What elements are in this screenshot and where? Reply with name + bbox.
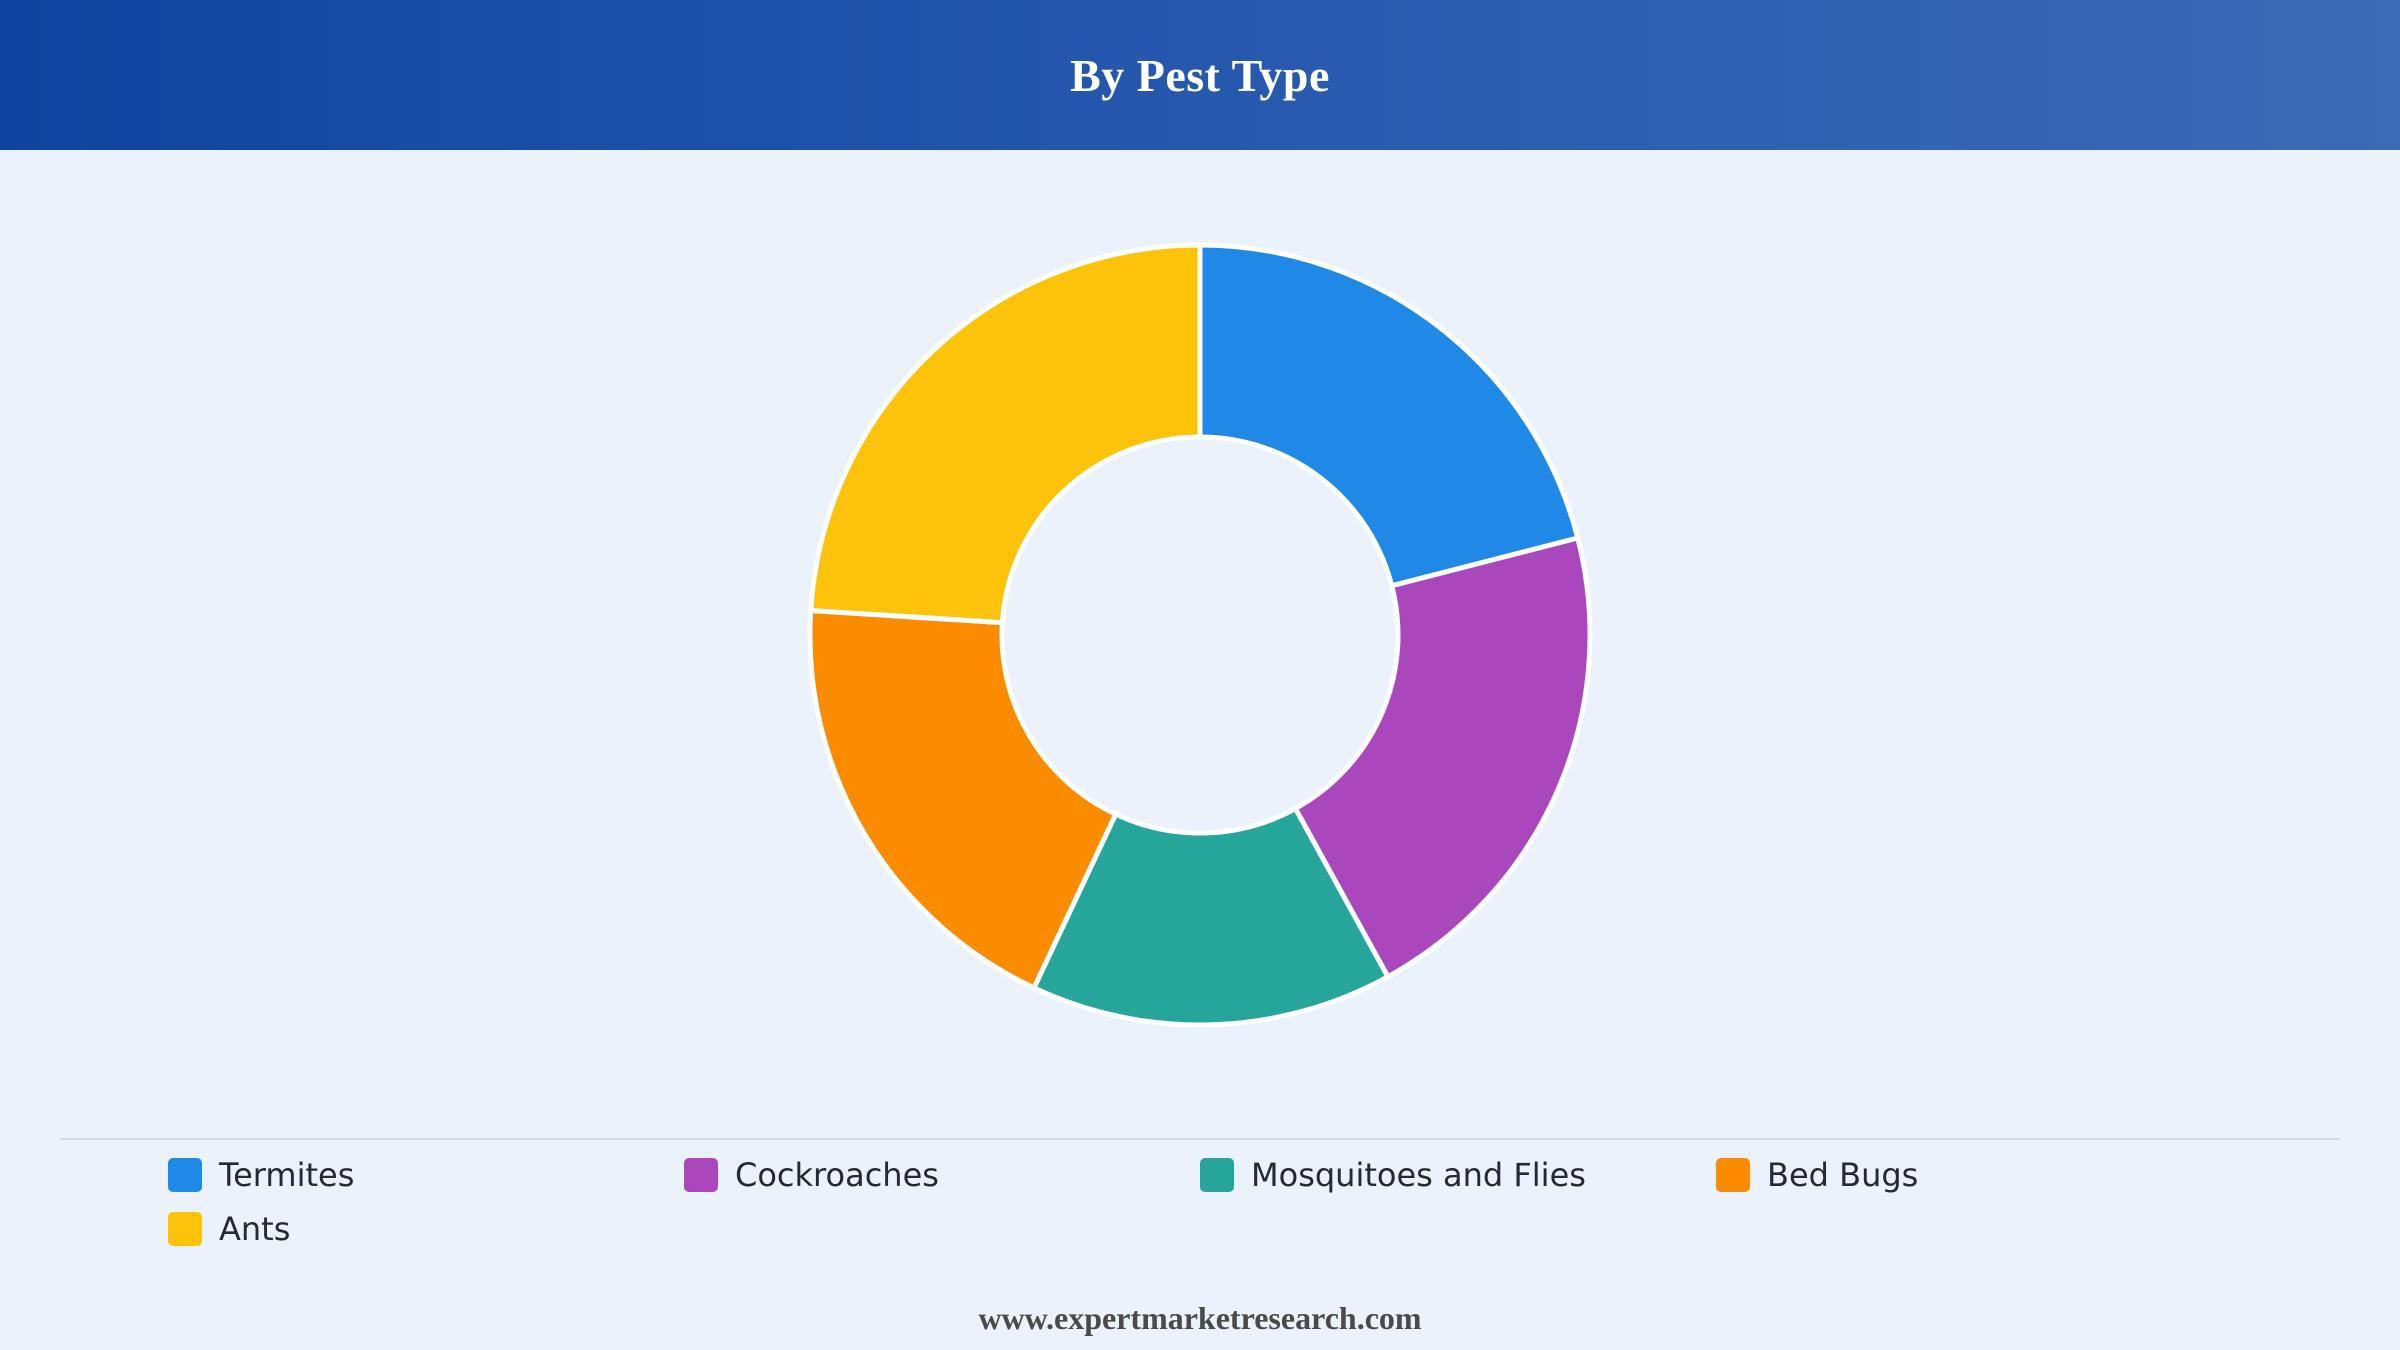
legend-swatch [1716,1158,1750,1192]
chart-legend: Termites Cockroaches Mosquitoes and Flies B… [168,1155,2288,1249]
legend-swatch [168,1158,202,1192]
legend-swatch [168,1212,202,1246]
donut-slice-ants [808,242,1203,626]
donut-slice-termites [1197,242,1581,589]
chart-title: By Pest Type [1070,49,1330,101]
donut-slice-cockroaches [1292,535,1593,980]
legend-swatch [684,1158,718,1192]
legend-label: Termites [219,1156,355,1194]
legend-item-bed-bugs[interactable]: Bed Bugs [1716,1155,2232,1195]
legend-item-termites[interactable]: Termites [168,1155,684,1195]
header-bar: By Pest Type [0,0,2400,150]
legend-item-ants[interactable]: Ants [168,1209,684,1249]
donut-slice-mosquitoes-and-flies [1031,806,1391,1028]
legend-label: Mosquitoes and Flies [1251,1156,1586,1194]
legend-swatch [1200,1158,1234,1192]
chart-area [0,150,2400,1130]
legend-label: Ants [219,1210,291,1248]
legend-divider [60,1138,2340,1140]
legend-label: Bed Bugs [1767,1156,1919,1194]
legend-item-mosquitoes-and-flies[interactable]: Mosquitoes and Flies [1200,1155,1716,1195]
legend-label: Cockroaches [735,1156,939,1194]
donut-slice-bed-bugs [807,608,1119,991]
legend-item-cockroaches[interactable]: Cockroaches [684,1155,1200,1195]
source-footer: www.expertmarketresearch.com [978,1300,1422,1336]
donut-chart [807,242,1593,1028]
